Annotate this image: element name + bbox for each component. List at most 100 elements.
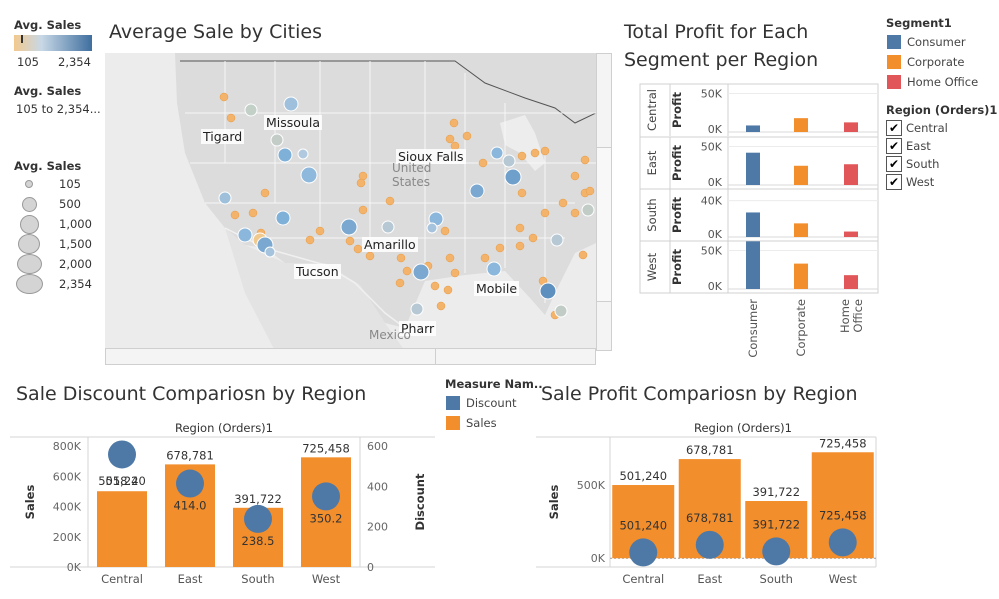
- discount-comparison-chart[interactable]: Region (Orders)1 800K 600K 400K 200K 0K 600 400…: [10, 415, 440, 595]
- segment-profit-bar: [746, 125, 760, 132]
- segment-x-tick-label: Consumer: [746, 299, 760, 358]
- profit-chart-profit-label: 391,722: [752, 517, 800, 531]
- discount-chart-sales-label: 725,458: [302, 441, 350, 455]
- profit-chart-category-label: East: [697, 572, 722, 586]
- discount-left-tick: 800K: [53, 440, 82, 453]
- profit-chart-category-label: West: [829, 572, 858, 586]
- region-filter-item-west[interactable]: ✔ West: [886, 173, 948, 191]
- segment-panel-top-tick: 50K: [701, 141, 723, 154]
- segment-panel-measure-label: Profit: [670, 248, 684, 285]
- mexico-landmass: [225, 228, 405, 351]
- segment-legend-item-home-office[interactable]: Home Office: [887, 72, 978, 92]
- segment-legend-item-corporate[interactable]: Corporate: [887, 52, 978, 72]
- profit-chart-profit-mark: [629, 538, 658, 567]
- segment-panel-top-tick: 50K: [701, 245, 723, 258]
- map-vertical-scroll-thumb[interactable]: [597, 147, 611, 302]
- map-horizontal-scroll-thumb[interactable]: [435, 349, 436, 364]
- discount-chart-discount-mark: [244, 504, 272, 533]
- discount-chart-header: Region (Orders)1: [175, 421, 273, 435]
- discount-left-axis-title: Sales: [23, 485, 37, 520]
- segment-legend-item-consumer[interactable]: Consumer: [887, 32, 978, 52]
- segment-panel-region-label: West: [645, 252, 659, 281]
- discount-chart-sales-bar: [97, 491, 147, 567]
- range-legend-value[interactable]: 105 to 2,354...: [16, 102, 101, 116]
- region-filter-title: Region (Orders)1: [886, 103, 998, 117]
- profit-chart-profit-mark: [828, 528, 857, 557]
- city-map[interactable]: Tigard Missoula Sioux Falls United State…: [105, 53, 596, 351]
- segment-panel-zero-tick: 0K: [708, 176, 723, 189]
- map-label-united: United: [392, 161, 432, 175]
- profit-chart-header: Region (Orders)1: [694, 421, 792, 435]
- profit-left-tick: 0K: [591, 552, 606, 565]
- segment-panel-measure-label: Profit: [670, 144, 684, 181]
- profit-chart-sales-label: 501,240: [619, 469, 667, 483]
- discount-right-axis-title: Discount: [413, 473, 427, 530]
- discount-left-tick: 0K: [67, 561, 82, 574]
- segment-profit-bar: [844, 275, 858, 289]
- profit-chart-profit-mark: [762, 537, 791, 566]
- measure-legend-item-discount[interactable]: Discount: [446, 393, 517, 413]
- color-legend-gradient: [14, 35, 92, 51]
- map-label-missoula: Missoula: [264, 115, 322, 130]
- discount-left-tick: 400K: [53, 501, 82, 514]
- discount-chart-sales-bar: [301, 457, 351, 567]
- map-vertical-scrollbar[interactable]: [596, 53, 612, 351]
- map-label-mobile: Mobile: [474, 281, 520, 296]
- region-filter-item-central[interactable]: ✔ Central: [886, 119, 948, 137]
- profit-chart-sales-label: 725,458: [819, 436, 867, 450]
- segment-panel-measure-label: Profit: [670, 91, 684, 128]
- region-filter-item-east[interactable]: ✔ East: [886, 137, 948, 155]
- profit-chart-profit-label: 501,240: [619, 518, 667, 532]
- map-canvas[interactable]: [105, 53, 596, 351]
- color-legend-marker: [21, 35, 23, 43]
- segment-chart-title-line2: Segment per Region: [624, 49, 819, 71]
- segment-profit-chart[interactable]: Central Profit 50K 0K East Profit 50K 0K South Pr…: [620, 80, 880, 365]
- segment-panel-measure-label: Profit: [670, 196, 684, 233]
- discount-chart-sales-label: 678,781: [166, 448, 214, 462]
- map-label-amarillo: Amarillo: [362, 237, 418, 252]
- segment-profit-bar: [746, 241, 760, 289]
- checkbox-west[interactable]: ✔: [886, 174, 902, 190]
- discount-chart-category-label: South: [241, 572, 274, 586]
- discount-chart-discount-label: 238.5: [242, 534, 275, 548]
- profit-comparison-chart[interactable]: Region (Orders)1 500K 0K Sales 501,240 501,24…: [536, 415, 881, 595]
- discount-chart-discount-label: 558.2: [106, 474, 139, 488]
- checkbox-south[interactable]: ✔: [886, 156, 902, 172]
- color-legend-max: 2,354: [58, 55, 91, 69]
- segment-panel-zero-tick: 0K: [708, 228, 723, 241]
- color-legend-min: 105: [17, 55, 39, 69]
- segment-panel-top-tick: 40K: [701, 195, 723, 208]
- profit-chart-category-label: Central: [622, 572, 664, 586]
- checkbox-east[interactable]: ✔: [886, 138, 902, 154]
- discount-right-tick: 400: [367, 480, 388, 493]
- color-legend-title: Avg. Sales: [14, 18, 82, 32]
- profit-chart-sales-label: 678,781: [686, 443, 734, 457]
- segment-legend-title: Segment1: [886, 16, 952, 30]
- size-legend-item: 2,354: [14, 274, 104, 294]
- measure-legend-item-sales[interactable]: Sales: [446, 413, 517, 433]
- segment-x-tick-label: Home: [838, 299, 852, 333]
- city-markers-large: [218, 96, 595, 318]
- discount-chart-discount-label: 350.2: [310, 511, 343, 525]
- region-filter-item-south[interactable]: ✔ South: [886, 155, 948, 173]
- discount-left-tick: 600K: [53, 470, 82, 483]
- segment-panel-region-label: East: [645, 150, 659, 175]
- segment-legend: Consumer Corporate Home Office: [887, 32, 978, 92]
- map-label-tigard: Tigard: [201, 129, 245, 144]
- segment-profit-bar: [746, 152, 760, 185]
- checkbox-central[interactable]: ✔: [886, 120, 902, 136]
- profit-chart-profit-label: 678,781: [686, 511, 734, 525]
- segment-profit-bar: [794, 118, 808, 132]
- discount-chart-discount-mark: [108, 440, 136, 469]
- discount-chart-sales-label: 501,240: [98, 474, 146, 488]
- state-boundaries: [185, 61, 596, 303]
- segment-profit-bar: [844, 122, 858, 132]
- size-legend-title: Avg. Sales: [14, 159, 82, 173]
- segment-panel-region-label: South: [645, 198, 659, 231]
- segment-x-tick-label: Corporate: [794, 299, 808, 357]
- range-legend-title: Avg. Sales: [14, 84, 82, 98]
- map-horizontal-scrollbar[interactable]: [105, 348, 596, 365]
- segment-profit-bar: [794, 165, 808, 185]
- discount-chart-title: Sale Discount Compariosn by Region: [16, 383, 367, 405]
- discount-chart-discount-mark: [176, 469, 204, 498]
